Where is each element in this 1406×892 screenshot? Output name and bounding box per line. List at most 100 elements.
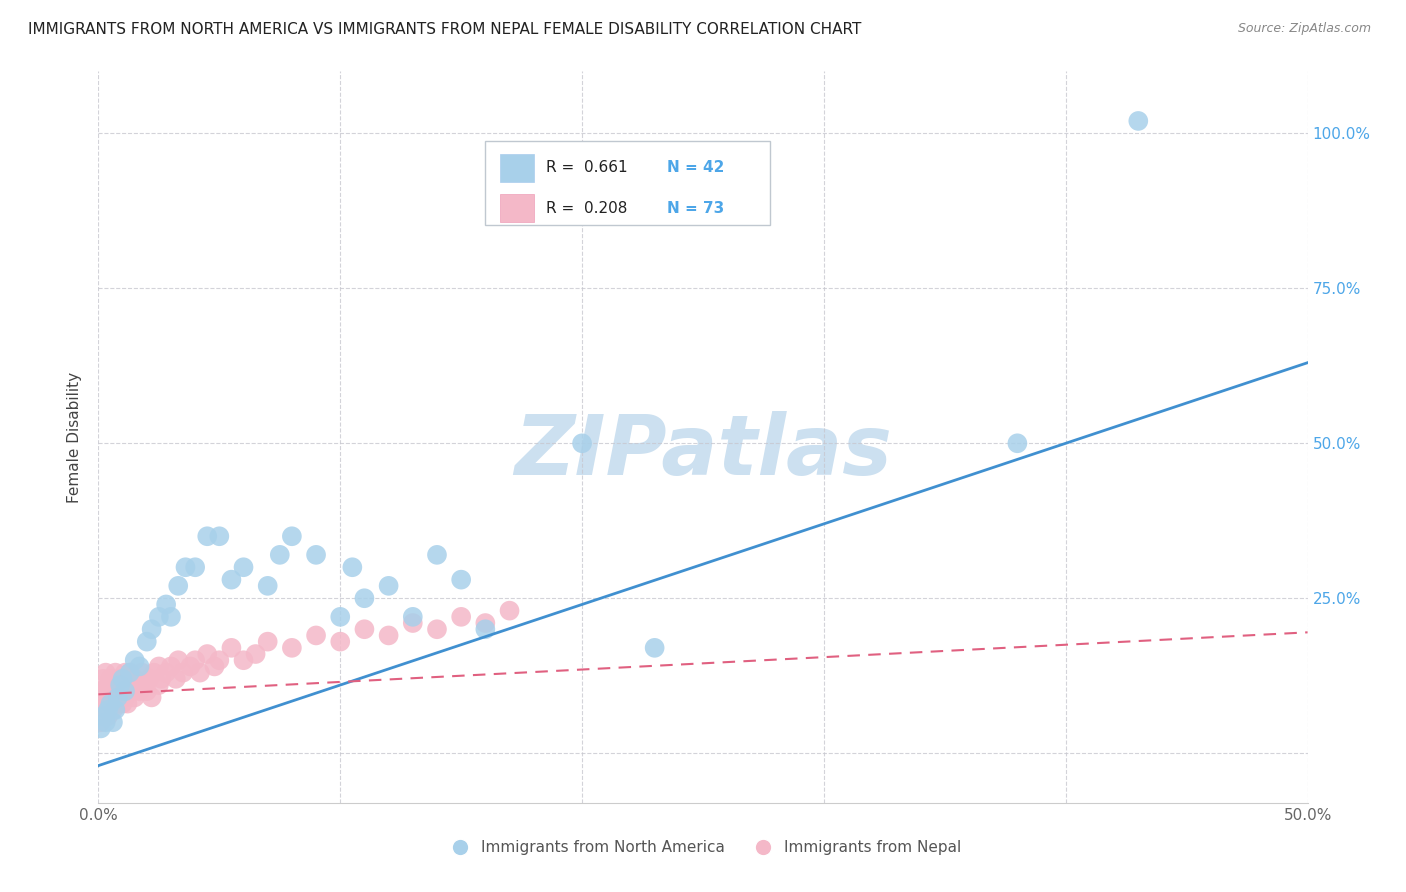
Point (100, 672, 122, 686)
Point (101, 703, 124, 717)
Point (100, 684, 122, 698)
Point (121, 684, 143, 698)
Point (118, 665, 141, 680)
Point (104, 684, 127, 698)
Point (100, 697, 122, 711)
Bar (485, 141, 769, 225)
Point (138, 672, 160, 686)
Point (179, 659, 201, 673)
Point (107, 672, 129, 686)
Point (114, 684, 136, 698)
Point (101, 690, 124, 705)
Point (208, 529, 231, 543)
Point (91, 690, 114, 705)
Point (426, 622, 449, 636)
Point (450, 610, 472, 624)
Point (195, 647, 218, 661)
Point (221, 573, 243, 587)
Point (474, 622, 496, 636)
Point (94, 684, 117, 698)
Point (90, 715, 112, 730)
Point (97, 678, 120, 692)
Text: N = 73: N = 73 (666, 201, 724, 216)
Point (148, 659, 170, 673)
Point (94, 703, 117, 717)
Point (107, 690, 129, 705)
Y-axis label: Female Disability: Female Disability (67, 371, 83, 503)
Point (402, 615, 425, 630)
Point (426, 548, 449, 562)
Point (208, 653, 231, 667)
Point (353, 622, 375, 636)
Point (172, 665, 194, 680)
Point (281, 529, 304, 543)
Point (498, 604, 520, 618)
Point (127, 678, 149, 692)
Point (571, 436, 593, 450)
Text: R =  0.661: R = 0.661 (546, 161, 627, 175)
Point (114, 665, 136, 680)
Point (97, 703, 120, 717)
Point (94, 715, 117, 730)
Point (221, 640, 243, 655)
Point (91, 672, 114, 686)
Point (377, 628, 399, 642)
Text: Source: ZipAtlas.com: Source: ZipAtlas.com (1237, 22, 1371, 36)
Point (104, 665, 127, 680)
Point (131, 665, 153, 680)
Bar (501, 194, 534, 222)
Point (117, 684, 139, 698)
Point (204, 659, 226, 673)
Point (329, 610, 352, 624)
Point (1128, 114, 1150, 128)
Point (167, 653, 190, 667)
Point (124, 653, 146, 667)
Point (100, 697, 122, 711)
Point (97, 709, 120, 723)
Point (135, 684, 157, 698)
Point (160, 610, 183, 624)
Point (342, 560, 364, 574)
Point (118, 665, 141, 680)
Point (108, 690, 131, 705)
Point (114, 690, 136, 705)
Point (90, 703, 112, 717)
Point (124, 672, 146, 686)
Point (111, 672, 134, 686)
Point (111, 697, 134, 711)
Point (108, 678, 131, 692)
Point (117, 697, 139, 711)
Point (155, 598, 177, 612)
Point (141, 690, 163, 705)
Point (97, 690, 120, 705)
Point (305, 628, 328, 642)
Legend: Immigrants from North America, Immigrants from Nepal: Immigrants from North America, Immigrant… (439, 834, 967, 861)
Point (165, 672, 187, 686)
Point (135, 634, 157, 648)
Point (91, 709, 114, 723)
Point (256, 634, 278, 648)
Point (128, 659, 150, 673)
Point (94, 665, 117, 680)
Point (160, 659, 183, 673)
Point (118, 678, 141, 692)
Text: R =  0.208: R = 0.208 (546, 201, 627, 216)
Point (111, 672, 134, 686)
Point (94, 697, 117, 711)
Point (107, 684, 129, 698)
Point (353, 591, 375, 606)
Point (143, 665, 166, 680)
Point (101, 678, 124, 692)
Point (402, 610, 425, 624)
Point (232, 560, 254, 574)
Point (450, 573, 472, 587)
Point (174, 560, 197, 574)
Point (305, 548, 328, 562)
Point (256, 579, 278, 593)
Point (377, 579, 399, 593)
Text: N = 42: N = 42 (666, 161, 724, 175)
Point (101, 715, 124, 730)
Bar (501, 153, 534, 182)
Point (329, 634, 352, 648)
Point (188, 665, 211, 680)
